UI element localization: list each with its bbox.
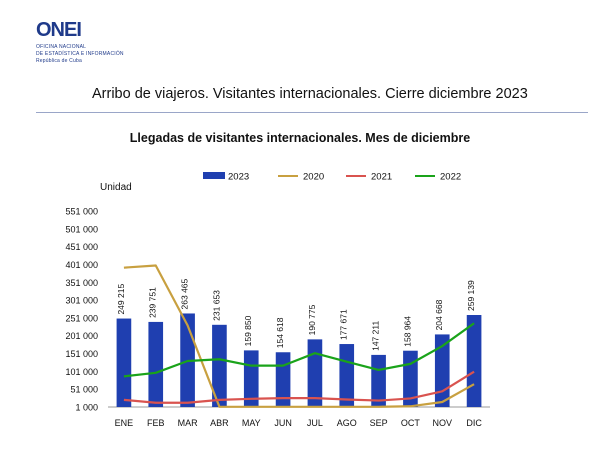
bar-data-label: 190 775 — [307, 304, 317, 335]
x-tick-label: ENE — [115, 418, 134, 428]
bar-2023-feb — [148, 321, 164, 407]
bar-data-label: 263 465 — [180, 278, 190, 309]
onei-logo: ONEI OFICINA NACIONAL DE ESTADÍSTICA E I… — [36, 20, 156, 80]
legend-label-2023: 2023 — [228, 172, 249, 183]
x-tick-label: MAR — [178, 418, 199, 428]
bar-data-label: 177 671 — [339, 309, 349, 340]
page-title: Arribo de viajeros. Visitantes internaci… — [92, 86, 528, 102]
bar-2023-ene — [116, 318, 132, 407]
y-tick-label: 551 000 — [65, 207, 98, 217]
y-tick-label: 201 000 — [65, 331, 98, 341]
y-tick-label: 401 000 — [65, 260, 98, 270]
y-tick-label: 351 000 — [65, 278, 98, 288]
y-tick-label: 101 000 — [65, 367, 98, 377]
logo-line-2: DE ESTADÍSTICA E INFORMACIÓN — [36, 51, 124, 57]
y-tick-label: 301 000 — [65, 296, 98, 306]
legend-label-2022: 2022 — [440, 172, 461, 183]
x-tick-label: MAY — [242, 418, 261, 428]
x-tick-label: NOV — [432, 418, 452, 428]
x-tick-label: SEP — [370, 418, 388, 428]
line-series-2021 — [123, 370, 475, 404]
bar-2023-jul — [307, 339, 323, 407]
y-tick-label: 451 000 — [65, 242, 98, 252]
x-tick-label: JUL — [307, 418, 323, 428]
x-tick-label: DIC — [466, 418, 482, 428]
bar-data-label: 231 653 — [211, 290, 221, 321]
y-axis-label: Unidad — [100, 182, 132, 193]
y-tick-label: 251 000 — [65, 313, 98, 323]
chart-title: Llegadas de visitantes internacionales. … — [129, 131, 471, 145]
bar-2023-abr — [212, 324, 227, 407]
bar-data-label: 239 751 — [148, 287, 158, 318]
legend-label-2020: 2020 — [303, 172, 324, 183]
logo-line-1: OFICINA NACIONAL — [36, 44, 87, 50]
title-divider — [36, 112, 588, 113]
line-series-2022 — [123, 322, 475, 378]
bar-data-label: 249 215 — [116, 284, 126, 315]
bar-data-label: 154 618 — [275, 317, 285, 348]
x-tick-label: FEB — [147, 418, 165, 428]
bar-data-label: 147 211 — [371, 321, 381, 351]
legend-label-2021: 2021 — [371, 172, 392, 183]
bar-2023-ago — [339, 344, 355, 407]
bar-data-label: 158 964 — [402, 316, 412, 347]
y-tick-label: 501 000 — [65, 224, 98, 234]
bar-data-label: 204 668 — [434, 299, 444, 330]
y-tick-label: 151 000 — [65, 349, 98, 359]
x-tick-label: AGO — [337, 418, 357, 428]
y-tick-label: 1 000 — [75, 403, 98, 413]
x-tick-label: OCT — [401, 418, 421, 428]
bar-data-label: 259 139 — [466, 280, 476, 311]
bar-data-label: 159 850 — [243, 315, 253, 346]
y-tick-label: 51 000 — [70, 385, 98, 395]
logo-line-3: República de Cuba — [36, 58, 82, 64]
legend-swatch-2023 — [203, 172, 225, 179]
x-tick-label: JUN — [274, 418, 292, 428]
logo-word: ONEI — [36, 19, 82, 41]
bar-2023-dic — [466, 315, 482, 407]
x-tick-label: ABR — [210, 418, 229, 428]
line-series-2020 — [123, 264, 475, 408]
